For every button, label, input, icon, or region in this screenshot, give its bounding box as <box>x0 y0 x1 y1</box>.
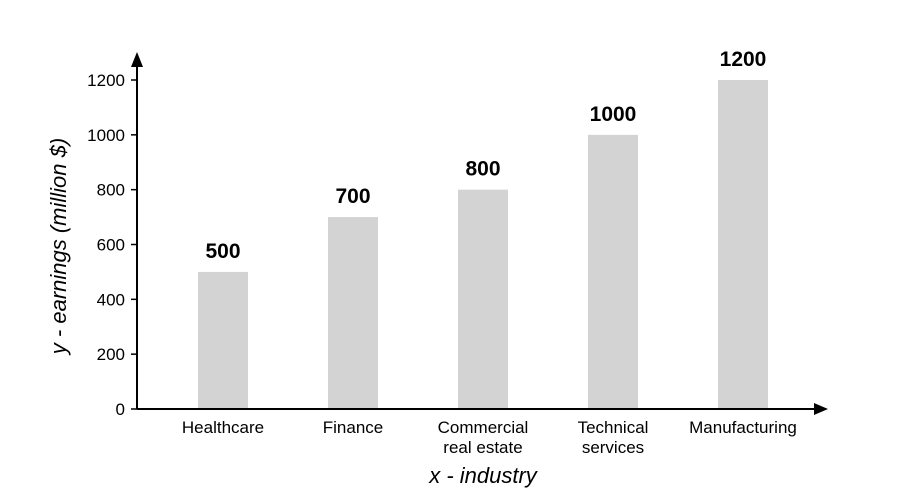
bar-4 <box>718 80 768 409</box>
x-tick-label-4-line-0: Manufacturing <box>689 418 797 437</box>
x-tick-label-3-line-0: Technical <box>578 418 649 437</box>
data-label-0: 500 <box>205 240 240 263</box>
y-axis-ticks: 0 200 400 600 800 1000 1200 <box>87 71 137 419</box>
y-tick-label-1: 200 <box>97 345 125 364</box>
bars-group: 500 700 800 1000 1200 <box>198 48 768 410</box>
bar-0 <box>198 271 248 409</box>
x-tick-label-4: Manufacturing <box>689 418 797 437</box>
x-axis-category-labels: Healthcare Finance Commercial real estate Te… <box>182 418 797 457</box>
data-label-4: 1200 <box>720 48 767 71</box>
x-tick-label-2-line-0: Commercial <box>438 418 529 437</box>
y-axis-title: y - earnings (million $) <box>46 138 71 356</box>
y-tick-label-4: 800 <box>97 181 125 200</box>
x-tick-label-1-line-0: Finance <box>323 418 383 437</box>
bar-2 <box>458 189 508 409</box>
x-axis-title: x - industry <box>428 463 539 488</box>
y-tick-label-6: 1200 <box>87 71 125 90</box>
y-tick-label-2: 400 <box>97 290 125 309</box>
data-label-1: 700 <box>335 185 370 208</box>
x-tick-label-2: Commercial real estate <box>438 418 529 457</box>
bar-1 <box>328 217 378 409</box>
x-tick-label-1: Finance <box>323 418 383 437</box>
y-tick-label-3: 600 <box>97 236 125 255</box>
data-label-2: 800 <box>465 158 500 181</box>
data-label-3: 1000 <box>590 103 637 126</box>
bar-3 <box>588 134 638 410</box>
x-tick-label-0: Healthcare <box>182 418 264 437</box>
x-tick-label-3-line-1: services <box>582 438 644 457</box>
y-axis-arrowhead <box>131 52 143 67</box>
y-tick-label-5: 1000 <box>87 126 125 145</box>
y-tick-label-0: 0 <box>116 400 125 419</box>
x-axis-arrowhead <box>814 403 828 415</box>
x-tick-label-0-line-0: Healthcare <box>182 418 264 437</box>
x-tick-label-3: Technical services <box>578 418 649 457</box>
x-tick-label-2-line-1: real estate <box>443 438 522 457</box>
